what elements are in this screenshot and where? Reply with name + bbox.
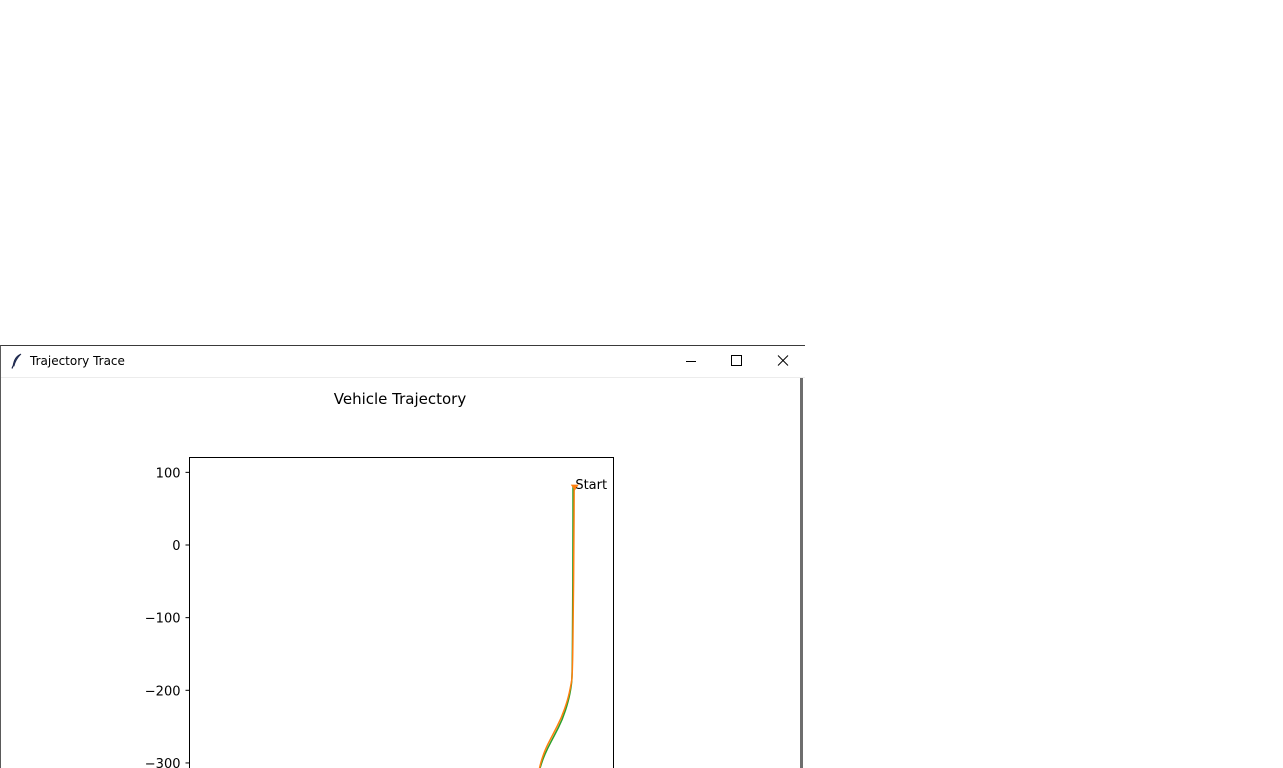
chart-title: Vehicle Trajectory <box>334 390 467 408</box>
y-axis: 100 0 −100 −200 −300 <box>145 466 190 768</box>
minimize-button[interactable] <box>668 346 714 377</box>
annotations: Start <box>571 478 607 493</box>
minimize-icon <box>668 346 714 377</box>
y-tick-label: 0 <box>172 539 180 554</box>
app-window: Trajectory Trace Vehicle Trajectory 100 0… <box>0 345 805 768</box>
maximize-icon <box>713 346 759 377</box>
y-tick-label: −300 <box>145 757 181 768</box>
trajectory-chart: Vehicle Trajectory 100 0 −100 −200 −300 Star… <box>1 378 801 768</box>
close-button[interactable] <box>759 346 805 377</box>
close-icon <box>759 346 805 377</box>
trajectory-series-line <box>539 487 573 768</box>
window-title: Trajectory Trace <box>30 354 125 368</box>
y-tick-label: −100 <box>145 612 181 627</box>
maximize-button[interactable] <box>713 346 759 377</box>
series-group <box>539 487 574 768</box>
feather-icon <box>10 353 24 369</box>
start-annotation: Start <box>575 478 607 493</box>
plot-area <box>190 458 614 768</box>
y-tick-label: 100 <box>156 466 181 481</box>
y-tick-label: −200 <box>145 684 181 699</box>
trajectory-series-line <box>539 487 574 768</box>
window-right-border <box>800 378 803 768</box>
title-bar[interactable]: Trajectory Trace <box>1 346 805 378</box>
plot-canvas: Vehicle Trajectory 100 0 −100 −200 −300 Star… <box>1 378 801 768</box>
